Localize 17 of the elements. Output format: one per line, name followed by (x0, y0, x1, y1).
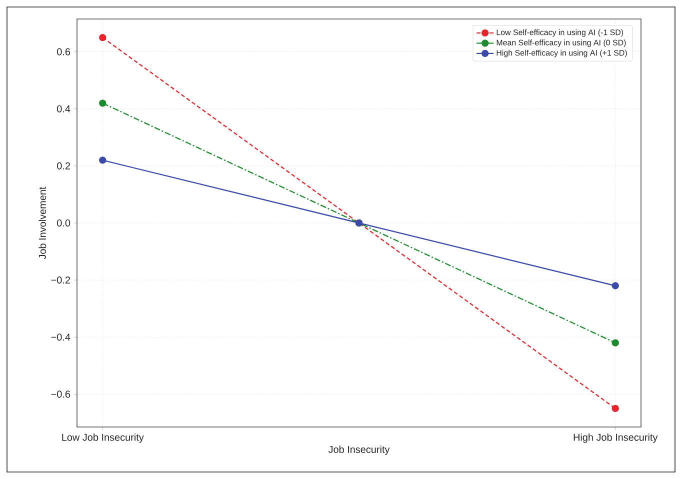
y-tick-label: 0.2 (57, 162, 70, 170)
y-tick-label: 0.0 (57, 219, 70, 227)
x-axis-title: Job Insecurity (328, 446, 390, 455)
y-axis-title: Job Involvement (38, 186, 46, 260)
y-tick-label: −0.6 (51, 390, 70, 398)
y-tick-label: 0.4 (57, 105, 70, 112)
point (99, 156, 106, 164)
point (612, 339, 619, 346)
x-tick-label: High Job Insecurity (574, 434, 658, 443)
point (99, 34, 106, 42)
point (612, 404, 619, 412)
point (612, 282, 619, 290)
y-tick-label: 0.6 (57, 48, 70, 56)
point (99, 100, 106, 107)
y-tick-label: −0.2 (51, 276, 70, 284)
x-tick-label: Low Job Insecurity (62, 434, 144, 443)
y-tick-label: −0.4 (51, 334, 70, 341)
